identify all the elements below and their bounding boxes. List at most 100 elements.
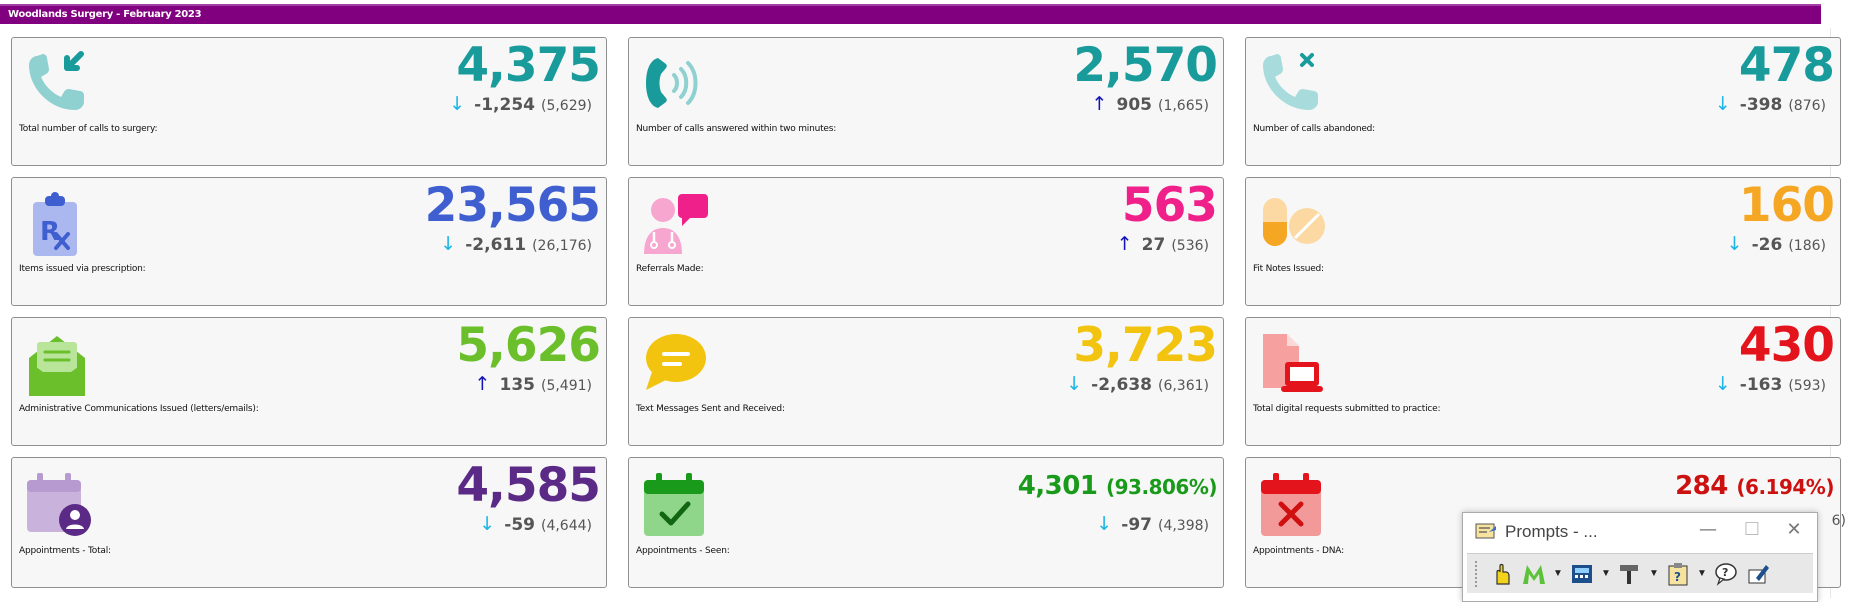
previous-value: (876) xyxy=(1788,98,1826,114)
previous-value: (5,629) xyxy=(540,98,592,114)
tile-change: ↓ -2,638 (6,361) xyxy=(1063,373,1209,395)
tile-calls-answered: 2,570 ↑ 905 (1,665) Number of calls answ… xyxy=(628,37,1224,166)
seen-percent: (93.806%) xyxy=(1106,475,1218,499)
prompts-titlebar[interactable]: Prompts - ... — ☐ ✕ xyxy=(1463,513,1817,547)
tile-appointments-total: 4,585 ↓ -59 (4,644) Appointments - Total… xyxy=(11,457,607,588)
tile-label: Text Messages Sent and Received: xyxy=(636,404,785,414)
tile-change: ↑ 905 (1,665) xyxy=(1088,93,1209,115)
prompts-window-title: Prompts - ... xyxy=(1505,522,1598,541)
previous-value: (5,491) xyxy=(540,378,592,394)
change-value: 905 xyxy=(1116,95,1152,115)
calendar-check-icon xyxy=(644,473,704,536)
tile-value: 160 xyxy=(1738,178,1835,233)
change-value: -163 xyxy=(1739,375,1783,395)
report-header-bar: Woodlands Surgery - February 2023 xyxy=(0,4,1821,24)
tile-value: 563 xyxy=(1121,178,1218,233)
tile-change: ↑ 135 (5,491) xyxy=(471,373,592,395)
arrow-down-icon: ↓ xyxy=(1096,513,1113,535)
change-value: -26 xyxy=(1751,235,1783,255)
tile-value: 478 xyxy=(1738,38,1835,93)
tile-label: Administrative Communications Issued (le… xyxy=(19,404,259,414)
arrow-up-icon: ↑ xyxy=(1091,93,1108,115)
tile-value: 4,301 (93.806%) xyxy=(1017,471,1218,501)
arrow-down-icon: ↓ xyxy=(479,513,496,535)
report-title: Woodlands Surgery - February 2023 xyxy=(8,9,202,20)
chevron-down-icon[interactable]: ▼ xyxy=(1697,568,1707,579)
pen-edit-icon[interactable] xyxy=(1743,559,1773,589)
phone-missed-icon xyxy=(1263,53,1318,110)
prompts-app-icon xyxy=(1475,523,1496,539)
svg-text:R: R xyxy=(40,217,60,247)
tile-value: 2,570 xyxy=(1073,38,1218,93)
tile-digital-requests: 430 ↓ -163 (593) Total digital requests … xyxy=(1245,317,1841,446)
tile-referrals: 563 ↑ 27 (536) Referrals Made: xyxy=(628,177,1224,306)
previous-value: (4,398) xyxy=(1157,518,1209,534)
tile-label: Total digital requests submitted to prac… xyxy=(1253,404,1441,414)
clipboard-help-icon[interactable]: ? xyxy=(1663,559,1693,589)
document-laptop-icon xyxy=(1263,334,1323,392)
arrow-down-icon: ↓ xyxy=(449,93,466,115)
change-value: -1,254 xyxy=(474,95,535,115)
previous-value: (26,176) xyxy=(532,238,592,254)
tile-value: 430 xyxy=(1738,318,1835,373)
m-logo-icon[interactable] xyxy=(1519,559,1549,589)
arrow-down-icon: ↓ xyxy=(1066,373,1083,395)
tile-label: Number of calls answered within two minu… xyxy=(636,124,837,134)
svg-text:?: ? xyxy=(1722,566,1728,579)
arrow-down-icon: ↓ xyxy=(1714,373,1731,395)
tile-change: ↑ 27 (536) xyxy=(1114,233,1209,255)
chevron-down-icon[interactable]: ▼ xyxy=(1601,568,1611,579)
open-envelope-icon xyxy=(29,336,85,396)
calendar-x-icon xyxy=(1261,473,1321,536)
speech-question-icon[interactable]: ? xyxy=(1711,559,1741,589)
chat-bubble-icon xyxy=(646,334,706,390)
prompts-window[interactable]: Prompts - ... — ☐ ✕ ▼ ▼ ▼ ? ▼ ? xyxy=(1462,512,1818,602)
pills-icon xyxy=(1263,198,1325,246)
tile-fit-notes: 160 ↓ -26 (186) Fit Notes Issued: xyxy=(1245,177,1841,306)
toolbar-grip[interactable] xyxy=(1475,560,1479,587)
tile-change: 6) xyxy=(1832,513,1846,529)
tile-label: Items issued via prescription: xyxy=(19,264,146,274)
tile-label: Appointments - Total: xyxy=(19,546,111,556)
arrow-down-icon: ↓ xyxy=(440,233,457,255)
change-value: 27 xyxy=(1141,235,1166,255)
tile-change: ↓ -1,254 (5,629) xyxy=(446,93,592,115)
tile-text-messages: 3,723 ↓ -2,638 (6,361) Text Messages Sen… xyxy=(628,317,1224,446)
tile-value: 4,585 xyxy=(456,458,601,513)
dna-count: 284 xyxy=(1675,471,1728,501)
chevron-down-icon[interactable]: ▼ xyxy=(1649,568,1659,579)
change-value: -97 xyxy=(1121,515,1152,535)
tile-label: Referrals Made: xyxy=(636,264,704,274)
close-button[interactable]: ✕ xyxy=(1786,519,1802,540)
change-value: 135 xyxy=(499,375,535,395)
minimize-button[interactable]: — xyxy=(1699,519,1717,540)
tile-change: ↓ -26 (186) xyxy=(1724,233,1826,255)
tile-change: ↓ -163 (593) xyxy=(1712,373,1826,395)
vertical-scrollbar[interactable] xyxy=(1830,28,1842,598)
hand-pointer-icon[interactable] xyxy=(1487,559,1517,589)
tile-value: 284 (6.194%) xyxy=(1675,472,1834,501)
tile-value: 23,565 xyxy=(424,178,601,233)
arrow-up-icon: ↑ xyxy=(474,373,491,395)
chevron-down-icon[interactable]: ▼ xyxy=(1553,568,1563,579)
seen-count: 4,301 xyxy=(1017,471,1098,501)
maximize-button[interactable]: ☐ xyxy=(1743,519,1761,540)
previous-value: (593) xyxy=(1788,378,1826,394)
calendar-user-icon xyxy=(27,473,91,536)
tile-value: 3,723 xyxy=(1073,318,1218,373)
change-value: -59 xyxy=(504,515,535,535)
arrow-down-icon: ↓ xyxy=(1714,93,1731,115)
prescription-clipboard-icon: R xyxy=(33,192,77,256)
tile-value: 4,375 xyxy=(456,38,601,93)
tile-change: ↓ -97 (4,398) xyxy=(1093,513,1209,535)
hammer-icon[interactable] xyxy=(1615,559,1645,589)
tile-value: 5,626 xyxy=(456,318,601,373)
tile-prescriptions: R 23,565 ↓ -2,611 (26,176) Items issued … xyxy=(11,177,607,306)
tile-admin-communications: 5,626 ↑ 135 (5,491) Administrative Commu… xyxy=(11,317,607,446)
tile-label: Appointments - Seen: xyxy=(636,546,730,556)
tile-total-calls: 4,375 ↓ -1,254 (5,629) Total number of c… xyxy=(11,37,607,166)
tile-change: ↓ -59 (4,644) xyxy=(476,513,592,535)
previous-value: (536) xyxy=(1171,238,1209,254)
calculator-icon[interactable] xyxy=(1567,559,1597,589)
tile-appointments-seen: 4,301 (93.806%) ↓ -97 (4,398) Appointmen… xyxy=(628,457,1224,588)
